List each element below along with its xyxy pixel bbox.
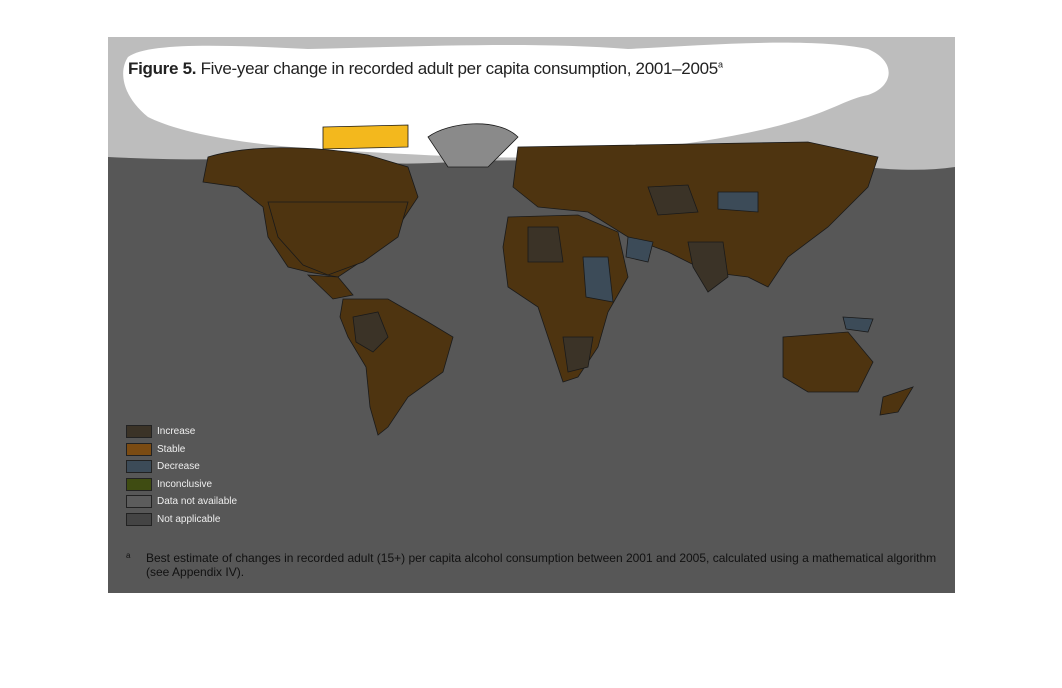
legend-item: Not applicable bbox=[126, 511, 237, 529]
footnote-text: Best estimate of changes in recorded adu… bbox=[146, 551, 937, 579]
figure-label: Figure 5. bbox=[128, 59, 197, 78]
legend-label: Not applicable bbox=[157, 513, 221, 525]
legend-label: Decrease bbox=[157, 461, 200, 473]
legend-item: Increase bbox=[126, 423, 237, 441]
legend-swatch bbox=[126, 460, 152, 474]
legend-swatch bbox=[126, 477, 152, 491]
legend: Increase Stable Decrease Inconclusive Data n… bbox=[126, 423, 237, 528]
cloud bbox=[123, 42, 889, 158]
legend-item: Decrease bbox=[126, 458, 237, 476]
legend-swatch bbox=[126, 512, 152, 526]
legend-label: Inconclusive bbox=[157, 478, 213, 490]
world-map bbox=[108, 37, 955, 436]
legend-label: Stable bbox=[157, 443, 186, 455]
map-title: Figure 5. Five-year change in recorded a… bbox=[128, 59, 723, 79]
legend-item: Inconclusive bbox=[126, 476, 237, 494]
countries bbox=[202, 123, 914, 436]
legend-swatch bbox=[126, 425, 152, 439]
legend-swatch bbox=[126, 442, 152, 456]
legend-label: Increase bbox=[157, 426, 196, 438]
footnote: a Best estimate of changes in recorded ad… bbox=[126, 551, 946, 579]
legend-label: Data not available bbox=[157, 496, 238, 508]
figure-panel: Figure 5. Five-year change in recorded a… bbox=[108, 37, 955, 593]
legend-item: Stable bbox=[126, 441, 237, 459]
legend-item: Data not available bbox=[126, 493, 237, 511]
title-text: Five-year change in recorded adult per c… bbox=[200, 59, 719, 78]
footnote-marker: a bbox=[126, 551, 131, 560]
legend-swatch bbox=[126, 495, 152, 509]
title-note: a bbox=[717, 59, 723, 70]
